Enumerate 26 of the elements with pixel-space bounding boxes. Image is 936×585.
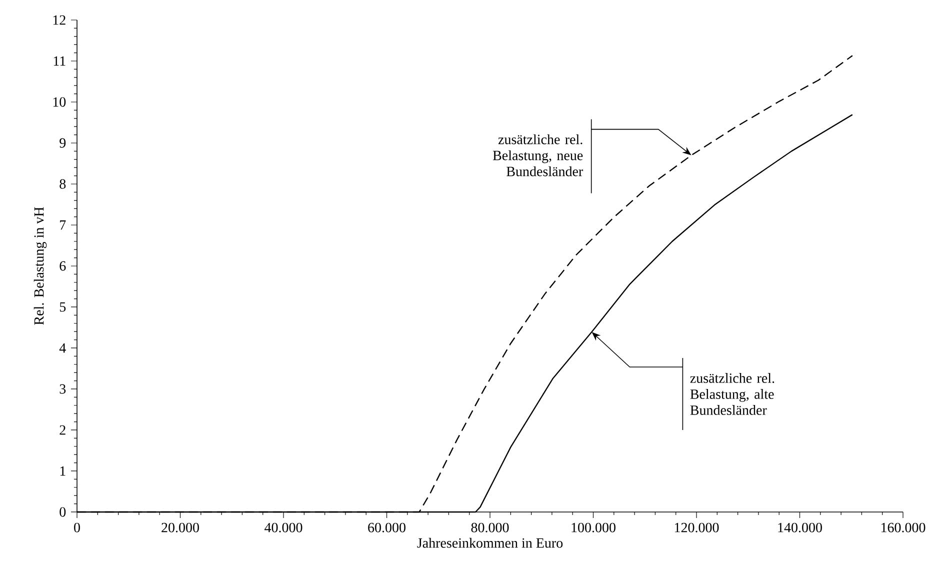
x-tick-label: 0 [74, 522, 80, 532]
y-tick-label: 9 [60, 138, 66, 148]
x-tick-label: 120.000 [674, 522, 719, 532]
x-axis-title: Jahreseinkommen in Euro [417, 538, 563, 548]
x-tick-label: 60.000 [368, 522, 406, 532]
y-tick-label: 1 [60, 466, 66, 476]
x-tick-label: 20.000 [162, 522, 199, 532]
y-tick-label: 5 [60, 302, 66, 312]
x-tick-label: 140.000 [778, 522, 822, 532]
y-tick-label: 3 [60, 384, 66, 394]
y-tick-label: 6 [60, 261, 66, 271]
annotation: zusätzliche rel. Belastung, neue Bundesländer [492, 134, 584, 176]
x-tick-label: 80.000 [471, 522, 509, 532]
y-axis-title: Rel. Belastung in vH [34, 207, 47, 325]
y-tick-label: 2 [60, 425, 66, 435]
y-tick-label: 7 [60, 220, 66, 230]
y-tick-label: 12 [53, 15, 66, 25]
y-tick-label: 10 [53, 97, 66, 107]
x-tick-label: 40.000 [264, 522, 302, 532]
annotation: zusätzliche rel. Belastung, alte Bundesländer [690, 373, 774, 415]
x-tick-label: 100.000 [572, 522, 616, 532]
x-tick-label: 160.000 [881, 522, 926, 532]
y-tick-label: 4 [59, 343, 66, 353]
y-tick-label: 0 [60, 507, 66, 517]
y-tick-label: 11 [54, 56, 66, 66]
y-tick-label: 8 [60, 179, 66, 189]
